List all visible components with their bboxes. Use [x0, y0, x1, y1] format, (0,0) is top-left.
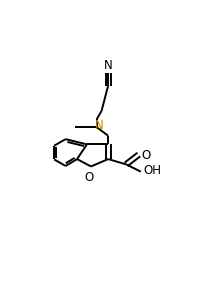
Text: O: O — [141, 149, 150, 162]
Text: OH: OH — [143, 164, 161, 177]
Text: O: O — [85, 171, 94, 184]
Text: N: N — [104, 59, 112, 72]
Text: N: N — [95, 119, 104, 132]
